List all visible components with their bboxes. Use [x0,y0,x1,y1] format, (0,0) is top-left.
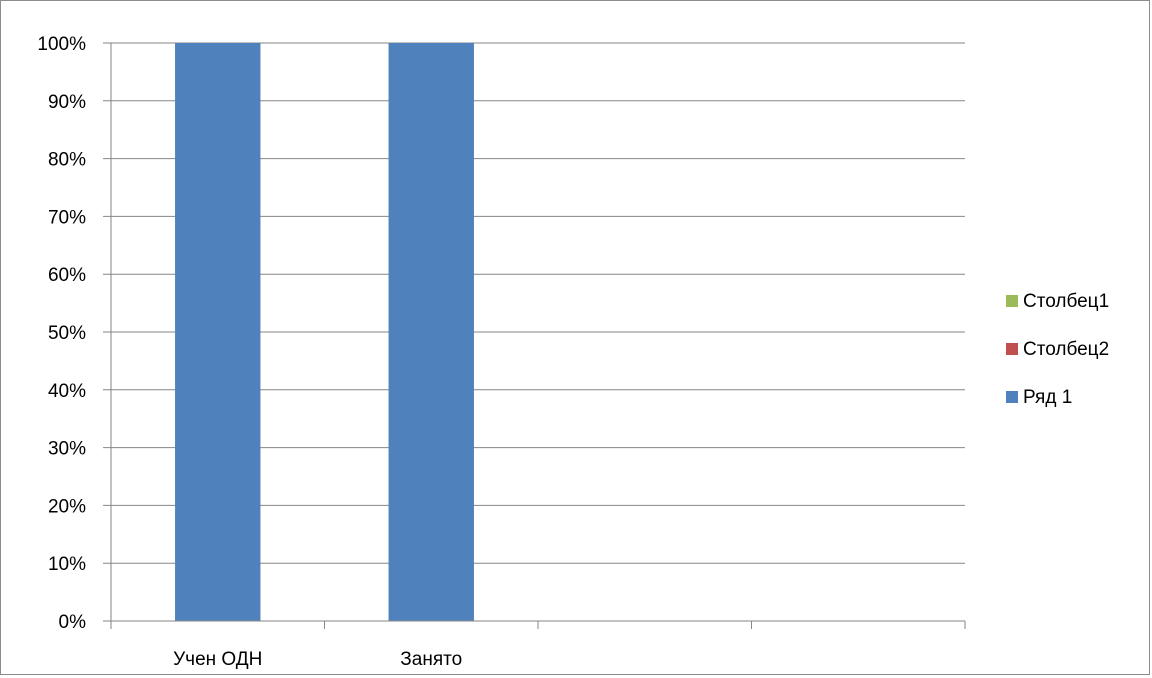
y-tick-label: 100% [37,34,86,55]
x-tick-label: Учен ОДН [173,649,262,670]
legend-label: Столбец1 [1023,291,1109,312]
y-tick-label: 10% [48,554,86,575]
legend-label: Столбец2 [1023,339,1109,360]
legend-swatch [1006,295,1018,307]
legend-swatch [1006,391,1018,403]
y-tick-label: 60% [48,265,86,286]
y-tick-label: 0% [59,612,87,633]
axes: 0% 10% 20% 30% 40% 50% 60% 70% 80% 90% 100% Учен ОД… [37,34,966,670]
legend-label: Ряд 1 [1023,387,1072,408]
y-tick-label: 20% [48,496,86,517]
bar [175,43,261,621]
y-tick-label: 70% [48,207,86,228]
y-tick-label: 40% [48,381,86,402]
legend-swatch [1006,343,1018,355]
x-tick-label: Занято [400,649,462,670]
y-tick-label: 50% [48,323,86,344]
bar [388,43,474,621]
y-tick-label: 80% [48,150,86,171]
legend: Столбец1 Столбец2 Ряд 1 [1006,291,1109,408]
y-tick-label: 30% [48,439,86,460]
bars [175,43,474,621]
y-tick-label: 90% [48,92,86,113]
